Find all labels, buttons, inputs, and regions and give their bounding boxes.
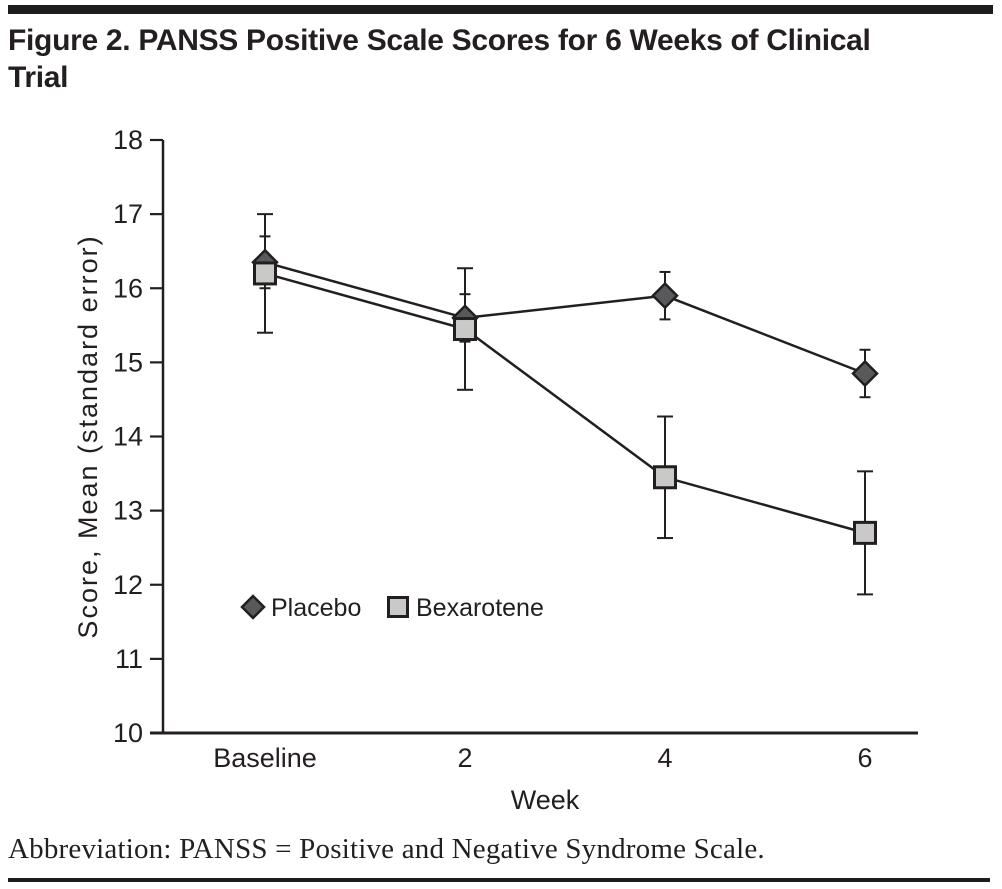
legend-label-placebo: Placebo — [271, 594, 361, 622]
y-tick-label: 10 — [113, 718, 143, 748]
legend-label-bexarotene: Bexarotene — [416, 594, 544, 622]
x-axis-title: Week — [511, 785, 580, 815]
series-markers-bexarotene — [253, 261, 877, 545]
y-tick-label: 16 — [113, 273, 143, 303]
square-marker — [653, 465, 677, 490]
diamond-marker — [651, 281, 679, 310]
y-tick-label: 12 — [113, 570, 143, 600]
y-tick-label: 14 — [113, 422, 143, 452]
x-tick-label: 2 — [457, 743, 472, 773]
panss-line-chart: 10 11 12 13 14 15 16 17 18 Baseline 2 4 6 Week Score, … — [73, 125, 918, 815]
series-markers-placebo — [251, 248, 879, 388]
square-marker — [453, 317, 477, 342]
y-tick-label: 15 — [113, 347, 143, 377]
x-tick-label: 6 — [857, 743, 872, 773]
error-bars-placebo — [259, 235, 871, 399]
axes — [150, 138, 918, 735]
diamond-marker — [851, 359, 879, 388]
abbreviation-note: Abbreviation: PANSS = Positive and Negat… — [8, 833, 765, 865]
square-marker — [387, 596, 409, 618]
y-tick-label: 17 — [113, 199, 143, 229]
y-axis-title: Score, Mean (standard error) — [73, 234, 103, 638]
bottom-rule — [8, 878, 990, 882]
figure-title-line2: Trial — [8, 61, 69, 94]
square-marker — [253, 261, 277, 286]
legend: Placebo Bexarotene — [240, 594, 544, 622]
series-lines — [264, 261, 866, 535]
x-tick-label: Baseline — [213, 743, 317, 773]
series-line-placebo — [264, 261, 866, 375]
figure-title-line1: Figure 2. PANSS Positive Scale Scores fo… — [8, 24, 871, 57]
axis-labels: 10 11 12 13 14 15 16 17 18 Baseline 2 4 6 Week Score, … — [73, 125, 873, 815]
square-marker — [853, 520, 877, 545]
top-rule — [8, 5, 993, 14]
x-tick-label: 4 — [657, 743, 672, 773]
y-tick-label: 11 — [115, 644, 143, 674]
diamond-marker — [240, 594, 266, 620]
figure-title: Figure 2. PANSS Positive Scale Scores fo… — [8, 22, 993, 96]
series-line-bexarotene — [264, 272, 866, 535]
y-tick-label: 18 — [113, 125, 143, 155]
y-tick-label: 13 — [113, 496, 143, 526]
